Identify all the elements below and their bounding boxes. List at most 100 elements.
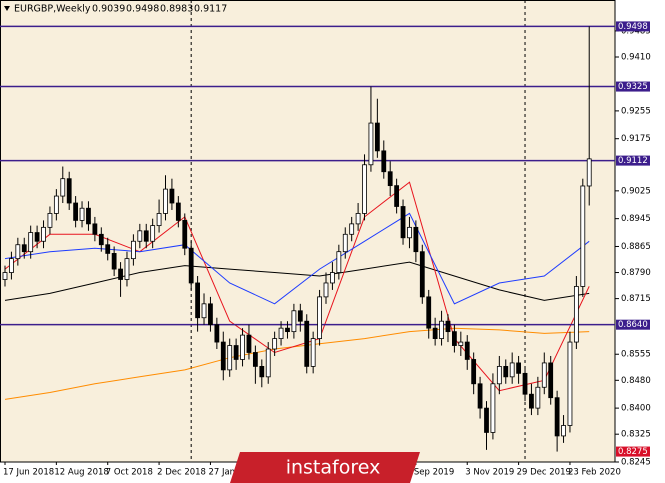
- candle-body: [227, 345, 233, 371]
- candle-body: [342, 233, 348, 253]
- candle-body: [53, 195, 59, 214]
- candle-body: [66, 178, 72, 204]
- x-tick-label: Sep 2019: [414, 468, 454, 478]
- y-tick-label: 0.8865: [621, 242, 651, 252]
- candle-body: [355, 213, 361, 225]
- level-label: 0.9112: [618, 156, 648, 166]
- candle-body: [79, 207, 85, 221]
- candle-body: [272, 338, 278, 350]
- candle-body: [259, 366, 265, 378]
- x-tick-label: 29 Dec 2019: [517, 468, 571, 478]
- level-label-box: [616, 81, 650, 92]
- level-label-box: [616, 319, 650, 330]
- candle-body: [330, 272, 335, 284]
- candle-body: [86, 207, 91, 225]
- x-tick-label: 23 Feb 2020: [568, 468, 621, 478]
- indicator-line: [4, 212, 590, 305]
- plot-area: [0, 0, 615, 462]
- y-tick-label: 0.8325: [621, 430, 651, 440]
- candle-body: [2, 272, 8, 280]
- candle-body: [188, 247, 194, 284]
- y-tick-label: 0.8480: [621, 376, 651, 386]
- candle-body: [278, 327, 284, 339]
- candle-body: [458, 341, 464, 346]
- y-tick-label: 0.8555: [621, 350, 651, 360]
- candle-body: [15, 244, 21, 260]
- y-tick-label: 0.8245: [621, 458, 651, 468]
- candle-body: [310, 338, 316, 367]
- level-label-box: [616, 155, 650, 166]
- header-value: 0.9039: [92, 4, 125, 15]
- candle-body: [484, 407, 489, 433]
- candle-body: [349, 223, 355, 235]
- candle-body: [529, 393, 534, 409]
- candle-body: [297, 310, 303, 322]
- candle-body: [304, 320, 310, 367]
- candle-body: [143, 230, 149, 242]
- candle-body: [285, 327, 290, 333]
- candle-body: [362, 164, 367, 214]
- candle-body: [394, 185, 400, 207]
- candle-body: [9, 258, 14, 273]
- candle-body: [28, 232, 34, 253]
- candle-body: [490, 383, 496, 433]
- y-tick-label: 0.9025: [621, 186, 651, 196]
- candle-body: [535, 386, 541, 409]
- candle-body: [407, 226, 412, 239]
- header-value: 0.8983: [160, 4, 193, 15]
- candle-body: [252, 352, 258, 367]
- candle-body: [580, 185, 586, 287]
- candle-body: [413, 226, 419, 253]
- candle-body: [381, 150, 387, 173]
- candle-body: [111, 253, 117, 270]
- header-value: 0.9498: [126, 4, 159, 15]
- candle-body: [105, 244, 111, 254]
- header-value: 0.9117: [194, 4, 227, 15]
- candle-body: [240, 334, 245, 360]
- indicator-line: [4, 261, 590, 301]
- candle-body: [573, 286, 579, 343]
- level-label: 0.9325: [618, 82, 648, 92]
- candle-body: [208, 303, 213, 326]
- x-tick-label: 7 Oct 2018: [106, 468, 153, 478]
- level-label: 0.9498: [618, 22, 648, 32]
- y-tick-label: 0.9175: [621, 134, 651, 144]
- candle-body: [60, 178, 66, 197]
- candle-body: [156, 213, 162, 227]
- candle-body: [503, 366, 509, 378]
- candle-body: [419, 251, 425, 298]
- candle-body: [233, 345, 239, 360]
- candle-body: [496, 366, 502, 385]
- candle-body: [567, 341, 573, 426]
- candle-body: [432, 327, 438, 339]
- candle-body: [98, 233, 104, 246]
- level-label: 0.8640: [618, 320, 648, 330]
- candle-body: [195, 282, 201, 319]
- y-tick-label: 0.8945: [621, 214, 651, 224]
- candle-body: [464, 341, 470, 360]
- candle-body: [73, 202, 79, 221]
- level-label-box: [616, 21, 650, 32]
- y-tick-label: 0.9485: [621, 26, 651, 36]
- candle-body: [220, 341, 226, 371]
- x-tick-label: 3 Nov 2019: [465, 468, 514, 478]
- candle-body: [137, 230, 143, 242]
- candle-body: [374, 122, 380, 152]
- candle-body: [182, 219, 188, 249]
- candle-body: [124, 258, 130, 280]
- candle-body: [522, 372, 528, 395]
- candle-body: [426, 296, 432, 329]
- candle-body: [541, 362, 547, 388]
- x-tick-label: 17 Jun 2018: [3, 468, 54, 478]
- indicator-line: [4, 327, 590, 400]
- candle-body: [586, 158, 592, 187]
- candle-body: [548, 362, 554, 399]
- candle-body: [451, 331, 457, 346]
- candle-body: [163, 188, 168, 214]
- candle-body: [34, 232, 40, 242]
- candle-body: [21, 244, 27, 253]
- candle-body: [471, 359, 477, 385]
- candle-body: [387, 171, 393, 187]
- candle-body: [246, 334, 252, 353]
